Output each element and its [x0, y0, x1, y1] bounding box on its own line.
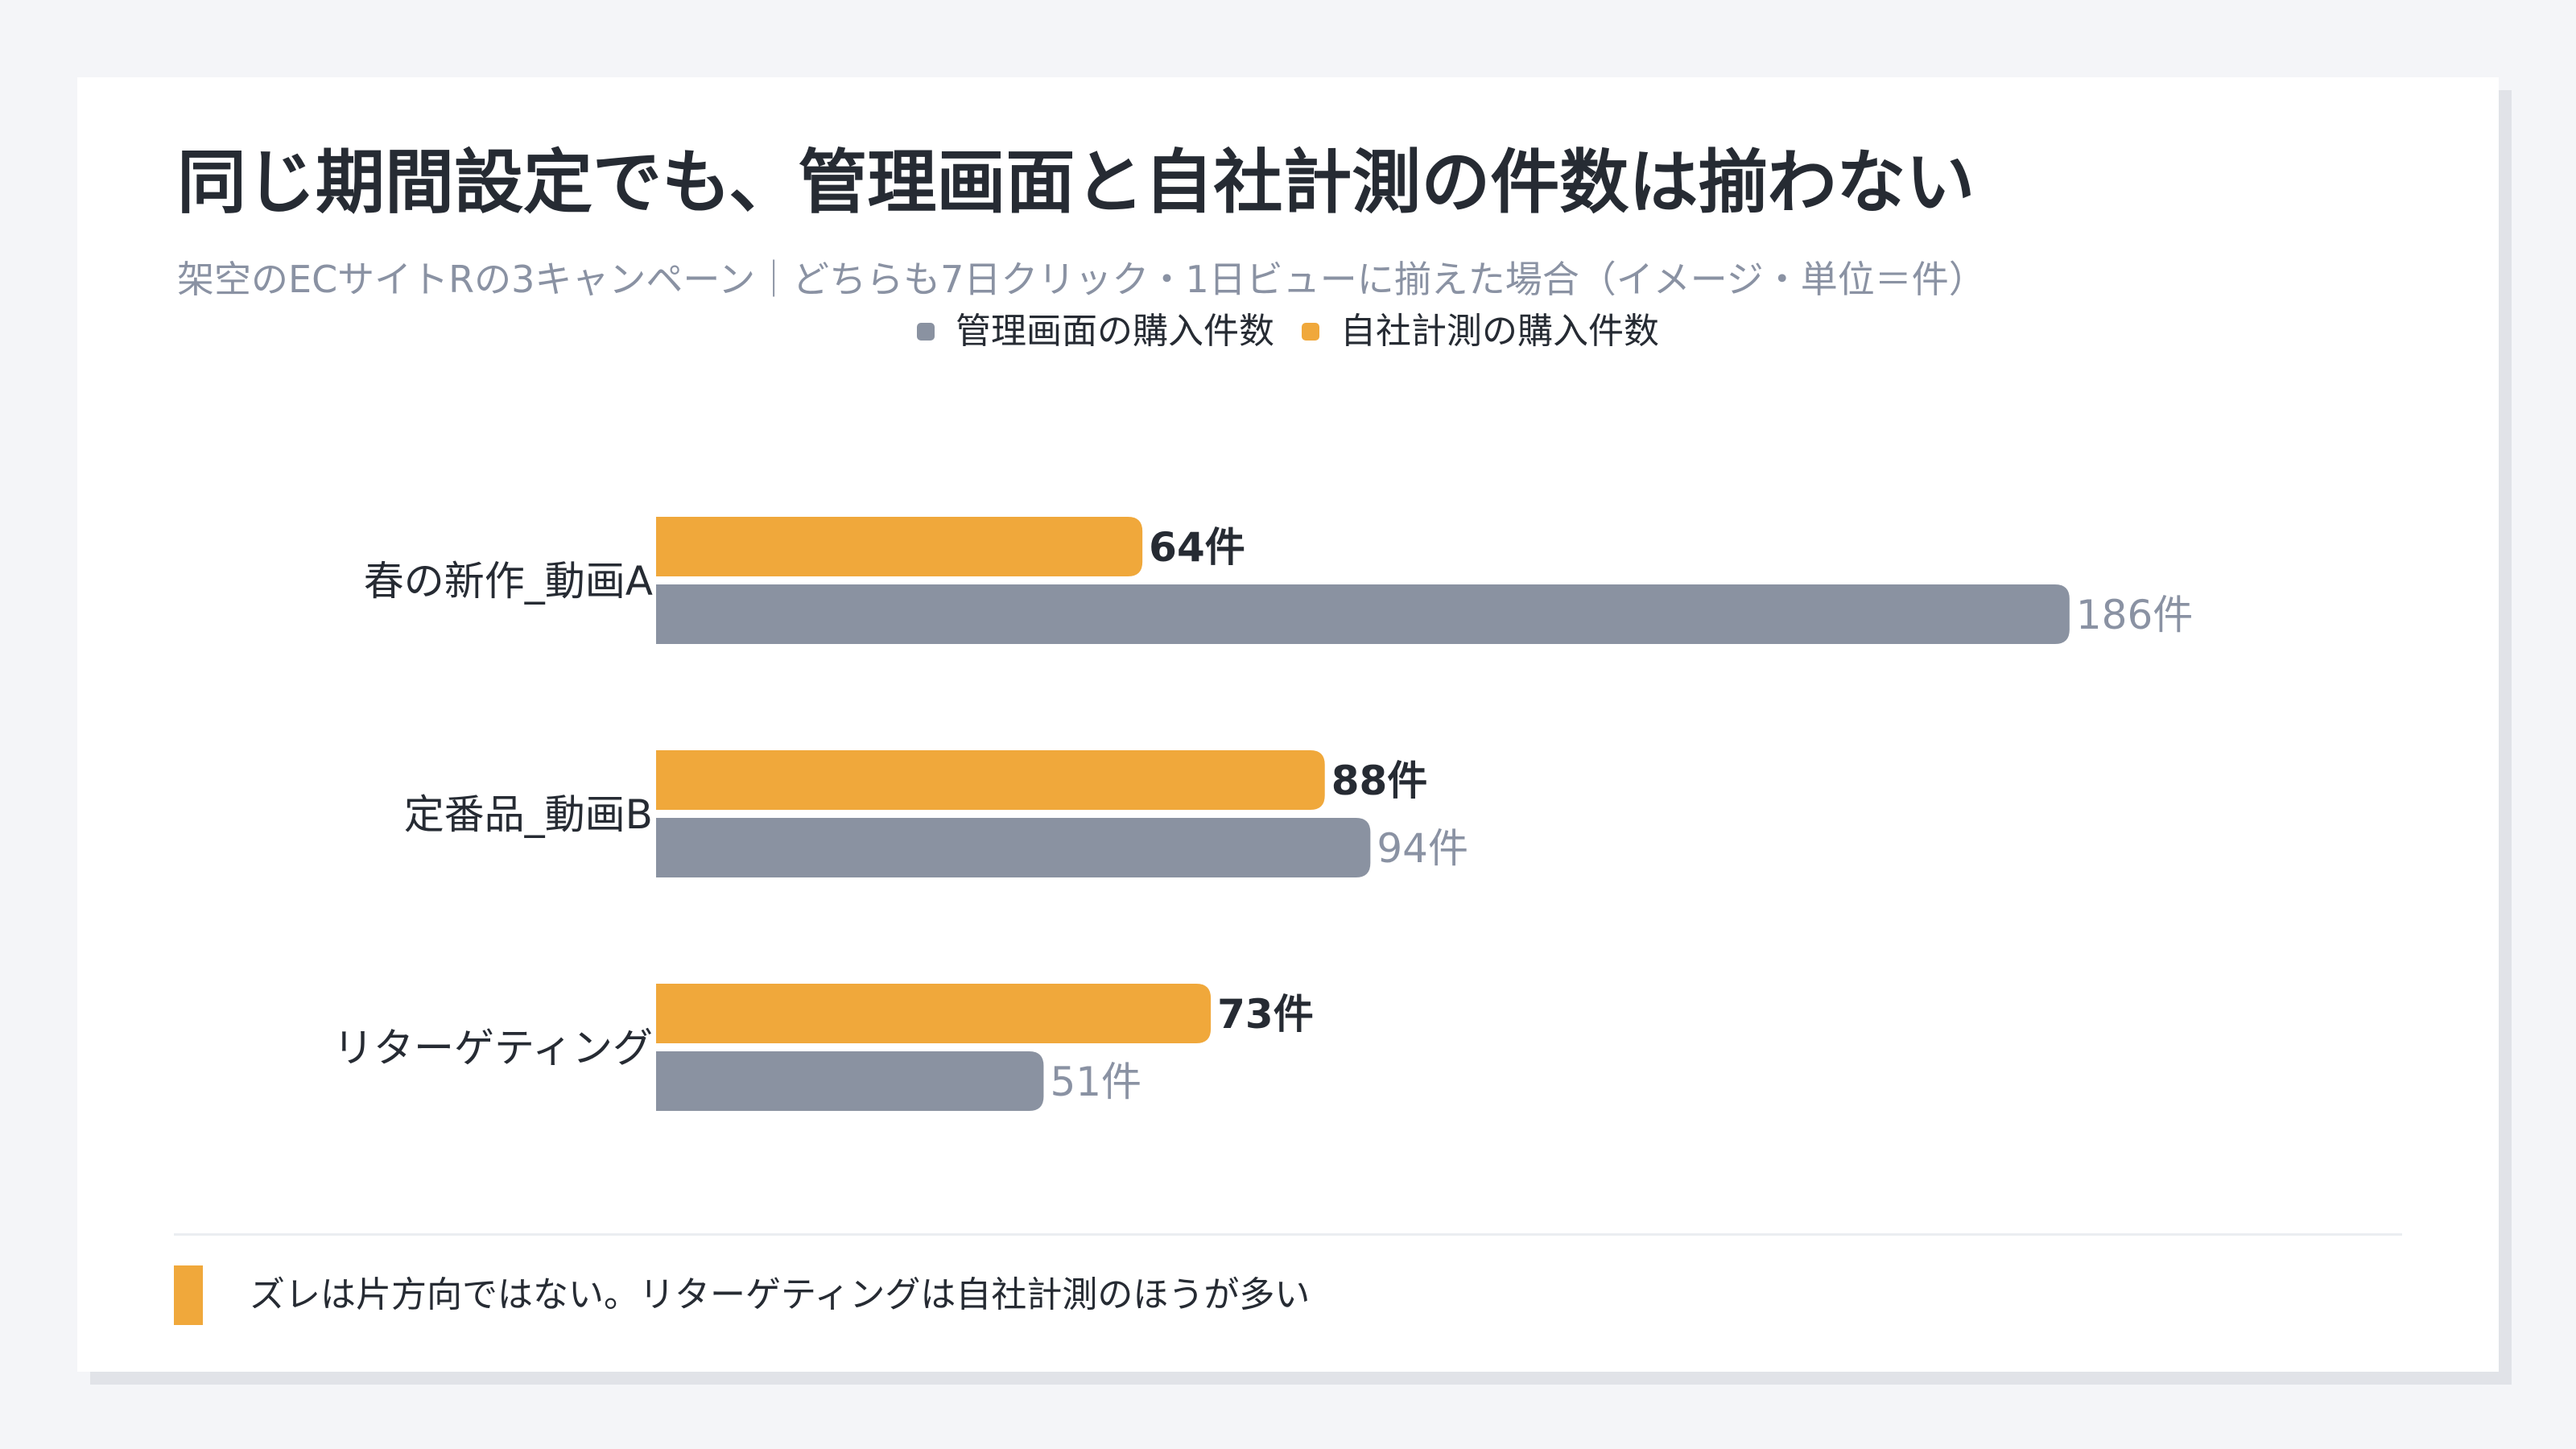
data-label-admin: 94件 — [1377, 825, 1468, 872]
bar-inhouse — [656, 750, 1325, 810]
data-label-inhouse: 64件 — [1149, 524, 1245, 571]
bar-admin — [656, 584, 2070, 644]
legend-item-inhouse: 自社計測の購入件数 — [1302, 311, 1659, 353]
legend-label-admin: 管理画面の購入件数 — [956, 311, 1274, 352]
legend-swatch-inhouse — [1302, 323, 1319, 341]
category-label: 定番品_動画B — [404, 791, 653, 838]
bar-inhouse — [656, 984, 1212, 1043]
data-label-admin: 51件 — [1050, 1059, 1141, 1105]
data-label-inhouse: 88件 — [1331, 758, 1428, 804]
bar-inhouse — [656, 517, 1143, 576]
data-label-inhouse: 73件 — [1217, 991, 1314, 1038]
chart-title: 同じ期間設定でも、管理画面と自社計測の件数は揃わない — [177, 142, 1975, 223]
chart-card: 同じ期間設定でも、管理画面と自社計測の件数は揃わない 架空のECサイトRの3キャ… — [77, 77, 2499, 1372]
footer-note: ズレは片方向ではない。リターゲティングは自社計測のほうが多い — [250, 1274, 1311, 1315]
note-accent-bar — [174, 1265, 203, 1325]
category-label: リターゲティング — [333, 1025, 653, 1071]
bar-admin — [656, 818, 1371, 877]
category-label: 春の新作_動画A — [364, 558, 653, 605]
data-label-admin: 186件 — [2076, 592, 2193, 638]
bar-admin — [656, 1051, 1044, 1111]
divider — [174, 1233, 2402, 1236]
legend-item-admin: 管理画面の購入件数 — [917, 311, 1274, 353]
legend-label-inhouse: 自社計測の購入件数 — [1340, 311, 1659, 352]
chart-legend: 管理画面の購入件数 自社計測の購入件数 — [77, 311, 2499, 353]
chart-subtitle: 架空のECサイトRの3キャンペーン｜どちらも7日クリック・1日ビューに揃えた場合… — [177, 258, 1986, 301]
legend-swatch-admin — [917, 323, 935, 341]
